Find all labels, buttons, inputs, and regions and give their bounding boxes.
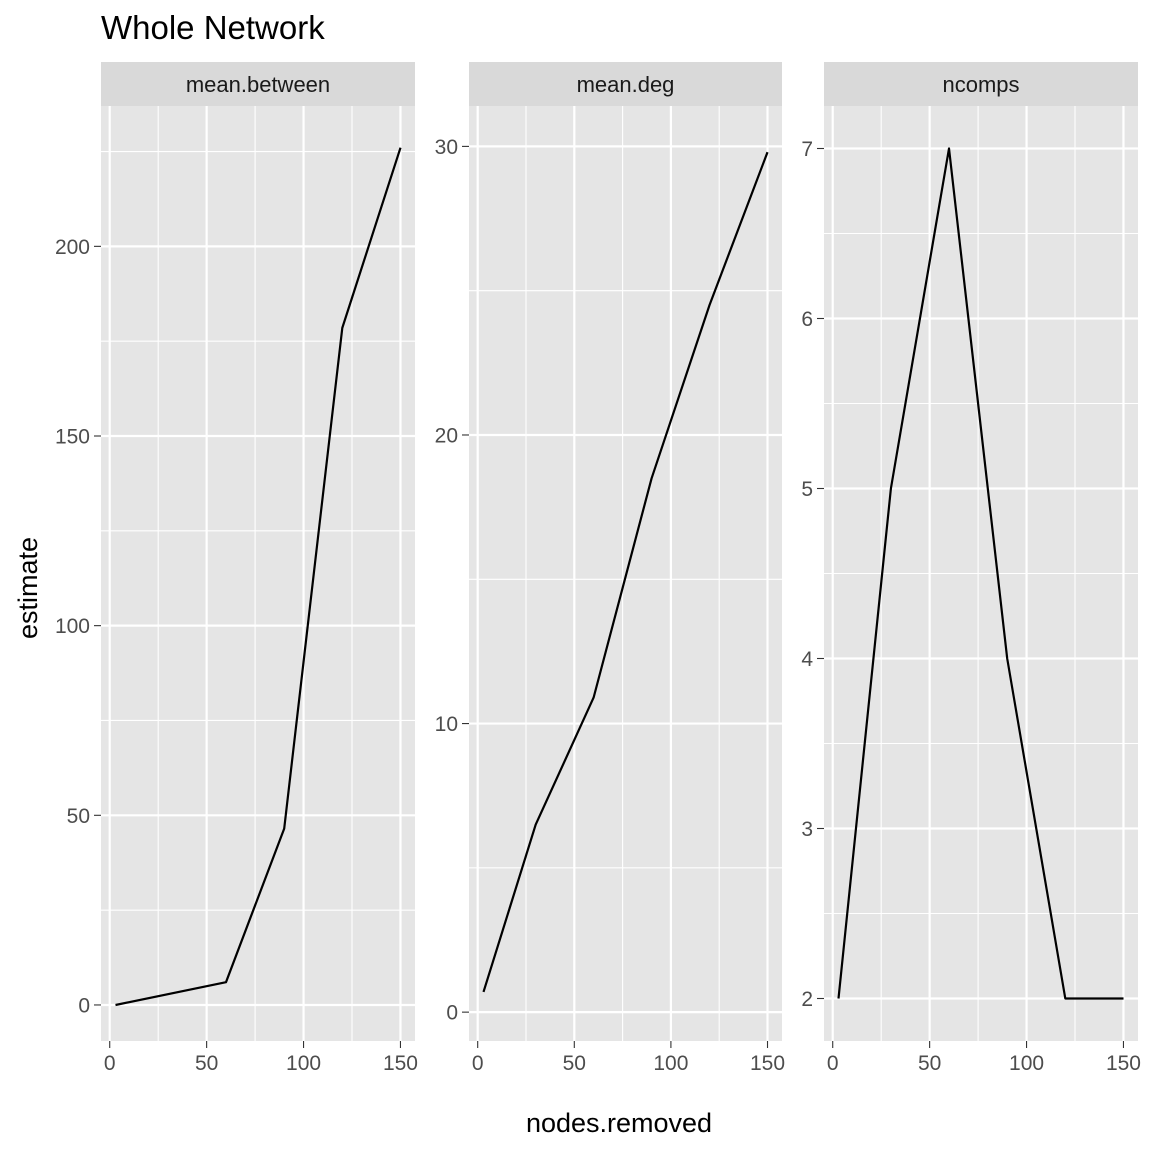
y-tick-label: 150: [55, 426, 90, 449]
y-tick-label: 0: [446, 1002, 458, 1025]
x-tick-label: 100: [653, 1052, 688, 1075]
y-tick-label: 30: [435, 136, 458, 159]
x-tick-label: 0: [104, 1052, 116, 1075]
series-line-ncomps: [837, 147, 1124, 1000]
y-tick-label: 20: [435, 424, 458, 447]
x-tick-label: 0: [827, 1052, 839, 1075]
y-tick-label: 2: [801, 988, 813, 1011]
x-tick-label: 50: [563, 1052, 586, 1075]
y-tick-label: 4: [801, 648, 813, 671]
x-tick-label: 150: [750, 1052, 785, 1075]
x-tick-label: 150: [383, 1052, 418, 1075]
y-tick-label: 0: [78, 994, 90, 1017]
series-line-mean.deg: [482, 151, 769, 993]
y-tick-label: 50: [67, 805, 90, 828]
facet-strip-label: ncomps: [942, 72, 1019, 97]
facet-strip-label: mean.deg: [577, 72, 675, 97]
chart-title: Whole Network: [101, 9, 325, 46]
facet-strip: [469, 62, 782, 106]
y-tick-label: 3: [801, 818, 813, 841]
y-axis-title: estimate: [13, 537, 43, 639]
x-tick-label: 100: [1009, 1052, 1044, 1075]
facet-panel-mean.deg: mean.deg 0 10 20 30 0 50 100 150: [435, 62, 785, 1075]
y-tick-label: 100: [55, 615, 90, 638]
facet-panel-mean.between: mean.between 0 50 100 150 200 0 50 100 150: [55, 62, 418, 1075]
x-tick-label: 150: [1106, 1052, 1141, 1075]
facet-strip: [101, 62, 415, 106]
x-tick-label: 50: [195, 1052, 218, 1075]
x-axis-title: nodes.removed: [526, 1108, 712, 1138]
x-tick-label: 50: [918, 1052, 941, 1075]
y-tick-label: 5: [801, 478, 813, 501]
y-tick-label: 6: [801, 308, 813, 331]
y-tick-label: 10: [435, 713, 458, 736]
x-tick-label: 100: [286, 1052, 321, 1075]
y-tick-label: 200: [55, 236, 90, 259]
facet-strip: [824, 62, 1138, 106]
x-tick-label: 0: [472, 1052, 484, 1075]
facet-panel-ncomps: ncomps 2 3 4 5 6 7 0 50 100 150: [801, 62, 1141, 1075]
facet-strip-label: mean.between: [186, 72, 330, 97]
y-tick-label: 7: [801, 138, 813, 161]
